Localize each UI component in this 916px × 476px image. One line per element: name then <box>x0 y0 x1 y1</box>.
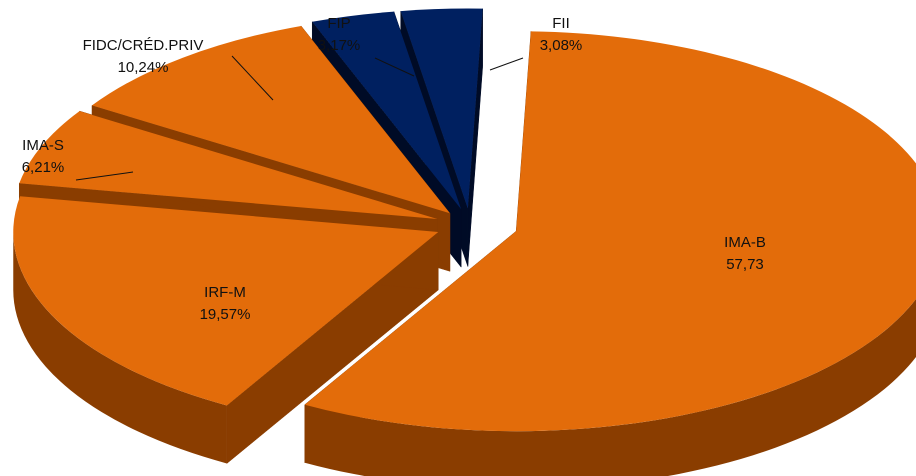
label-fidc-cred-priv: FIDC/CRÉD.PRIV 10,24% <box>83 37 204 76</box>
slice-label-name: FIP <box>327 15 350 32</box>
slice-top <box>91 25 450 214</box>
slice-label-name: IRF-M <box>204 284 246 301</box>
slice-label-value: 6,21% <box>22 159 65 176</box>
slice-top <box>13 196 439 406</box>
leader-line-fii <box>489 57 524 71</box>
pie-slices <box>13 8 916 476</box>
slice-label-name: FIDC/CRÉD.PRIV <box>83 37 204 54</box>
leader-line-fip <box>374 57 415 77</box>
leader-lines <box>75 55 524 181</box>
leader-line-ima-s <box>75 171 134 181</box>
slice-top <box>19 111 438 219</box>
slice-label-value: 3,17% <box>318 37 361 54</box>
slice-rim <box>13 231 227 464</box>
label-ima-b: IMA-B 57,73 <box>724 234 766 273</box>
slice-label-value: 57,73 <box>726 256 764 273</box>
slice-wall <box>467 8 483 267</box>
slice-top <box>312 11 462 210</box>
label-fip: FIP 3,17% <box>318 15 361 54</box>
slice-labels: IMA-B 57,73 IRF-M 19,57% IMA-S 6,21% FIDC/CRÉD… <box>22 15 766 323</box>
slice-label-value: 19,57% <box>200 306 251 323</box>
label-fii: FII 3,08% <box>540 15 583 54</box>
leader-line-fidc-cred-priv <box>231 55 274 101</box>
slice-rim <box>304 298 916 476</box>
slice-ima-b <box>304 31 916 476</box>
slice-label-name: IMA-B <box>724 234 766 251</box>
label-ima-s: IMA-S 6,21% <box>22 137 65 176</box>
slice-label-name: IMA-S <box>22 137 64 154</box>
slice-label-value: 3,08% <box>540 37 583 54</box>
label-irf-m: IRF-M 19,57% <box>200 284 251 323</box>
slice-label-value: 10,24% <box>118 59 169 76</box>
slice-irf-m <box>13 195 439 464</box>
slice-label-name: FII <box>552 15 570 32</box>
slice-top <box>304 31 916 432</box>
slice-top <box>400 8 483 209</box>
